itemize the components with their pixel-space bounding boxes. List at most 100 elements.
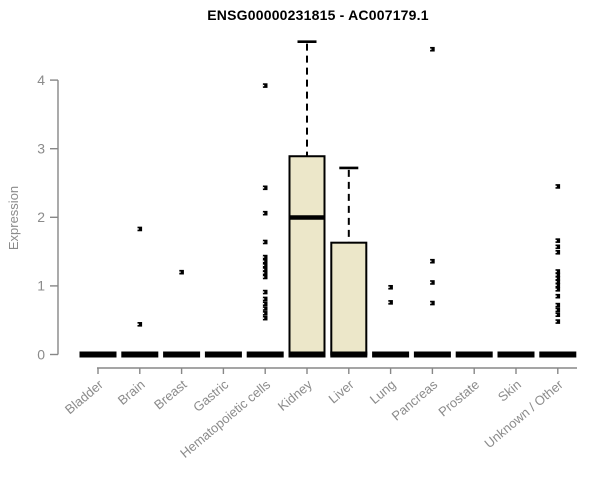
category-label: Pancreas [389,376,441,423]
collapsed-box [372,351,410,358]
outlier-point-notch [555,246,557,248]
outlier-point-notch [388,301,390,304]
outlier-point [555,287,561,292]
category-label: Skin [495,377,524,405]
outlier-point-notch [555,281,557,283]
box-group-lung [372,284,410,358]
category-label: Bladder [62,376,106,417]
outlier-point-notch [555,320,557,323]
outlier-point [555,282,561,288]
y-tick-label: 3 [37,141,45,157]
outlier-point [137,226,143,232]
outlier-point-notch [262,241,265,243]
y-tick-label: 1 [37,278,45,294]
outlier-point [262,296,268,302]
outlier-point-notch [555,304,557,306]
box-group-liver [330,166,368,358]
outlier-point [430,46,435,52]
box-body [288,155,326,356]
outlier-point [555,293,561,299]
outlier-point-notch [262,276,265,278]
y-tick-label: 4 [37,72,45,88]
outlier-point [430,258,435,264]
outlier-point-notch [555,314,557,316]
outlier-point-notch [262,256,265,258]
outlier-point-notch [179,271,181,273]
zero-bar [330,351,368,358]
outlier-point-notch [262,212,265,214]
outlier-point-notch [137,228,139,230]
box-group-hematopoietic-cells [246,83,284,358]
outlier-point [555,272,561,278]
outlier-point [555,279,561,285]
box-group-brain [121,226,159,358]
outlier-point-notch [262,268,265,271]
collapsed-box [497,351,535,358]
collapsed-box [204,351,242,358]
box-body [330,241,368,356]
outlier-point [430,300,435,306]
outlier-point-notch [555,309,557,311]
outlier-point [555,312,561,318]
category-label: Kidney [275,376,315,413]
category-label: Unknown / Other [481,376,566,451]
category-label: Lung [367,377,399,407]
outlier-point-notch [555,295,557,297]
outlier-point [555,249,561,255]
outlier-point [430,280,435,285]
outlier-point-notch [388,286,390,288]
collapsed-box [121,351,159,358]
outlier-point [262,267,268,272]
outlier-point [137,322,143,327]
outlier-point-notch [555,270,557,273]
collapsed-box [413,351,451,358]
outlier-point [262,210,268,216]
outlier-point [262,254,268,260]
outlier-point [262,311,268,316]
outlier-point-notch [262,260,265,262]
outlier-point [555,319,561,324]
outlier-point [262,274,268,280]
outlier-point-notch [262,312,265,315]
outlier-point [262,301,268,307]
outlier-point-notch [555,185,557,188]
outlier-point [555,244,561,250]
outlier-point-notch [262,298,265,300]
outlier-point [262,185,268,191]
outlier-point-notch [430,281,432,284]
category-label: Brain [115,377,148,408]
outlier-point [555,184,561,189]
outlier-point-notch [262,264,265,267]
y-tick-label: 2 [37,209,45,225]
zero-bar [288,351,326,358]
outlier-point [262,83,268,88]
outlier-point [555,302,561,308]
box-group-unknown-other [539,184,577,358]
category-label: Prostate [435,377,482,420]
outlier-point-notch [555,274,557,276]
outlier-point-notch [262,307,265,310]
outlier-point [388,284,393,290]
outlier-point-notch [262,291,265,293]
outlier-point [262,289,268,295]
outlier-point [555,307,561,313]
collapsed-box [246,351,284,358]
outlier-point-notch [262,187,265,189]
outlier-point-notch [555,251,557,253]
outlier-point [262,239,268,245]
outlier-point [262,263,268,268]
box-group-gastric [204,351,242,358]
outlier-point-notch [430,260,432,262]
chart-title: ENSG00000231815 - AC007179.1 [207,7,429,23]
collapsed-box [455,351,493,358]
collapsed-box [79,351,117,358]
outlier-point-notch [555,239,557,242]
outlier-point-notch [555,284,557,286]
y-tick-label: 0 [37,346,45,362]
outlier-point-notch [555,288,557,291]
box-group-prostate [455,351,493,358]
outlier-point-notch [137,323,139,326]
y-axis-label: Expression [6,185,21,251]
collapsed-box [163,351,201,358]
